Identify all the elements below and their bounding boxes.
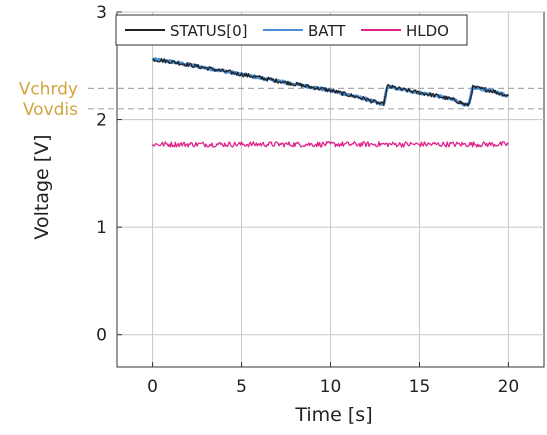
grid-lines — [117, 11, 544, 367]
y-tick-label: 3 — [96, 3, 107, 23]
tick-labels: 0 5 10 15 20 0 1 2 3 — [96, 3, 519, 397]
y-tick-label: 0 — [96, 326, 107, 346]
series-lines — [151, 57, 510, 148]
x-tick-label: 20 — [498, 377, 520, 397]
series-line-status-0 — [152, 58, 509, 107]
y-tick-label: 1 — [96, 218, 107, 238]
reference-line-label: Vchrdy — [19, 79, 78, 99]
x-axis-label: Time [s] — [294, 404, 372, 426]
reference-line-label: Vovdis — [23, 100, 78, 120]
reference-lines — [88, 87, 544, 110]
legend-label: STATUS[0] — [170, 22, 248, 40]
y-axis-label: Voltage [V] — [31, 134, 53, 239]
legend-item: BATT — [263, 22, 346, 40]
y-tick-label: 2 — [96, 111, 107, 131]
x-tick-label: 0 — [147, 377, 158, 397]
legend-item: STATUS[0] — [125, 22, 248, 40]
legend-item: HLDO — [361, 22, 449, 40]
x-tick-label: 15 — [409, 377, 431, 397]
series-line-hldo — [151, 140, 509, 148]
legend-label: HLDO — [406, 22, 449, 40]
legend-label: BATT — [308, 22, 346, 40]
legend: STATUS[0] BATT HLDO — [115, 14, 468, 46]
x-tick-label: 10 — [320, 377, 342, 397]
x-tick-label: 5 — [236, 377, 247, 397]
